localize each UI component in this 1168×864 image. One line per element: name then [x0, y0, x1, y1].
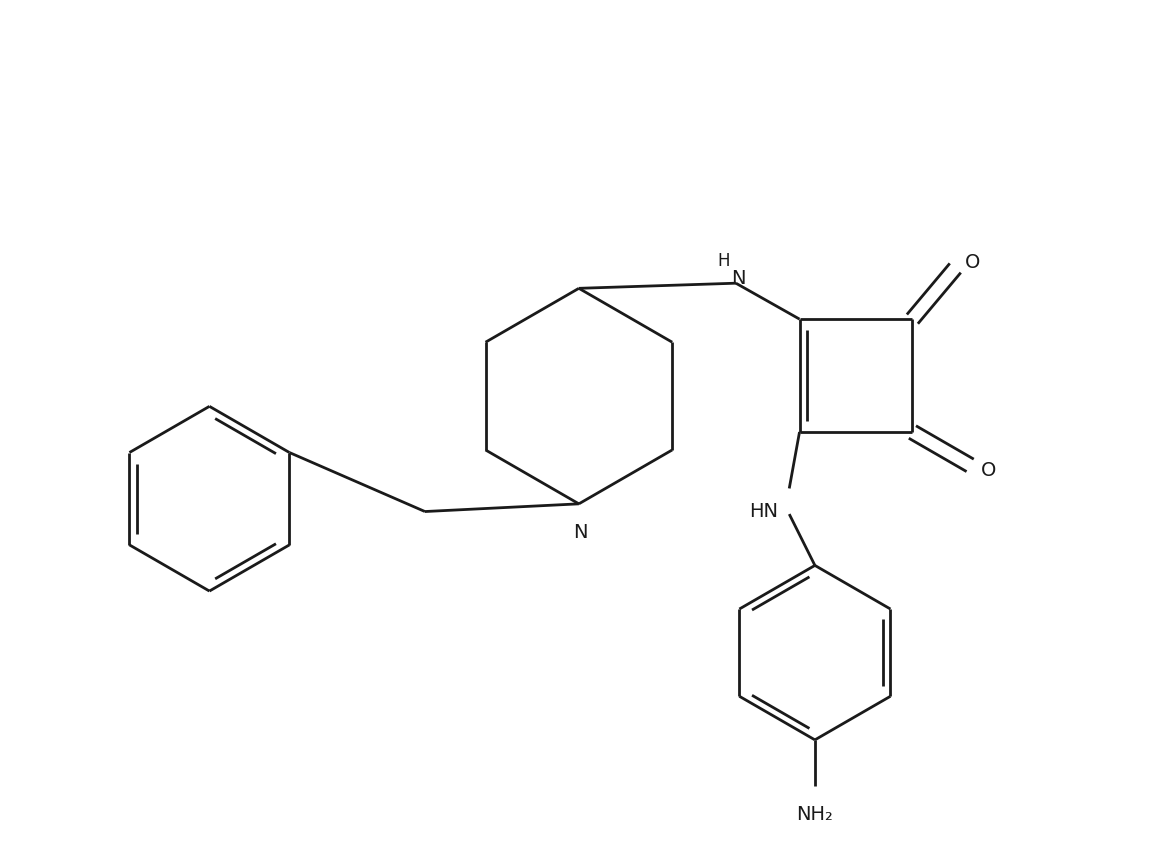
Text: HN: HN: [749, 501, 778, 520]
Text: O: O: [965, 253, 980, 272]
Text: N: N: [572, 523, 588, 542]
Text: N: N: [731, 269, 745, 288]
Text: H: H: [717, 251, 730, 270]
Text: O: O: [981, 461, 996, 480]
Text: NH₂: NH₂: [797, 805, 833, 824]
